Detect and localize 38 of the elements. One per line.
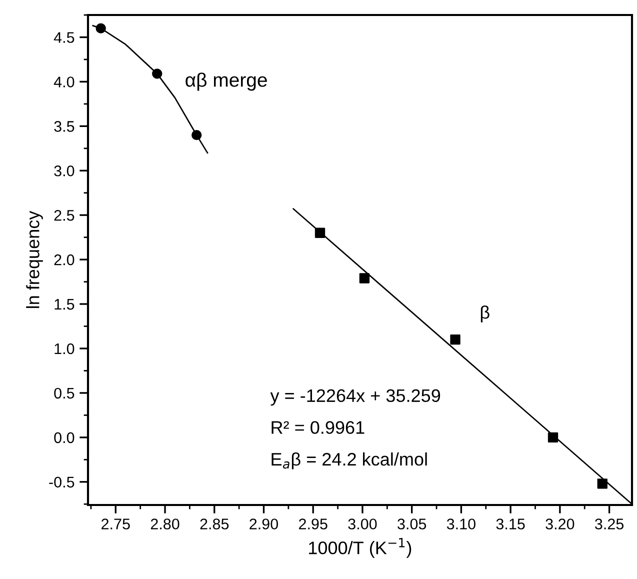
y-axis-title: ln frequency [26,210,43,308]
point [96,23,106,34]
y-tick-label: 1.5 [54,299,74,310]
point [192,130,202,140]
x-tick-label: 2.75 [102,518,130,530]
point [359,273,370,284]
x-tick-label: 3.15 [496,518,525,530]
y-tick-label: 2.5 [54,210,74,221]
y-tick-label: 3.0 [54,165,74,176]
x-tick-label: 3.00 [348,518,377,530]
x-tick-label: 2.95 [299,518,328,530]
y-tick-label: 1.0 [54,343,74,354]
x-tick-label: 3.25 [595,518,624,530]
y-tick-label: -0.5 [49,476,74,488]
x-axis-title: 1000/T (K$^{−1}$) [309,538,412,558]
annotation: β [480,305,490,322]
x-tick-label: 2.85 [200,518,229,530]
x-tick-label: 3.05 [398,518,426,530]
point [152,68,162,79]
y-tick-label: 4.0 [54,76,74,88]
x-tick-label: 3.20 [546,518,574,530]
point [314,228,326,238]
y-tick-label: 0.0 [54,432,74,444]
point [548,432,558,442]
x-tick-label: 3.10 [446,518,476,530]
y-tick-label: 2.0 [54,254,74,266]
point [597,478,608,489]
y-tick-label: 0.5 [54,388,74,399]
x-tick-label: 2.80 [150,518,180,530]
point [450,334,460,345]
y-tick-label: 4.5 [54,32,74,43]
line-series [92,24,208,154]
annotation: y = -12264x + 35.259 [270,389,440,406]
y-tick-label: 3.5 [54,121,74,132]
annotation: R² = 0.9961 [272,421,364,434]
x-tick-label: 2.90 [250,518,278,530]
annotation: E$_{a}$β = 24.2 kcal/mol [272,452,427,470]
annotation: αβ merge [186,72,267,91]
